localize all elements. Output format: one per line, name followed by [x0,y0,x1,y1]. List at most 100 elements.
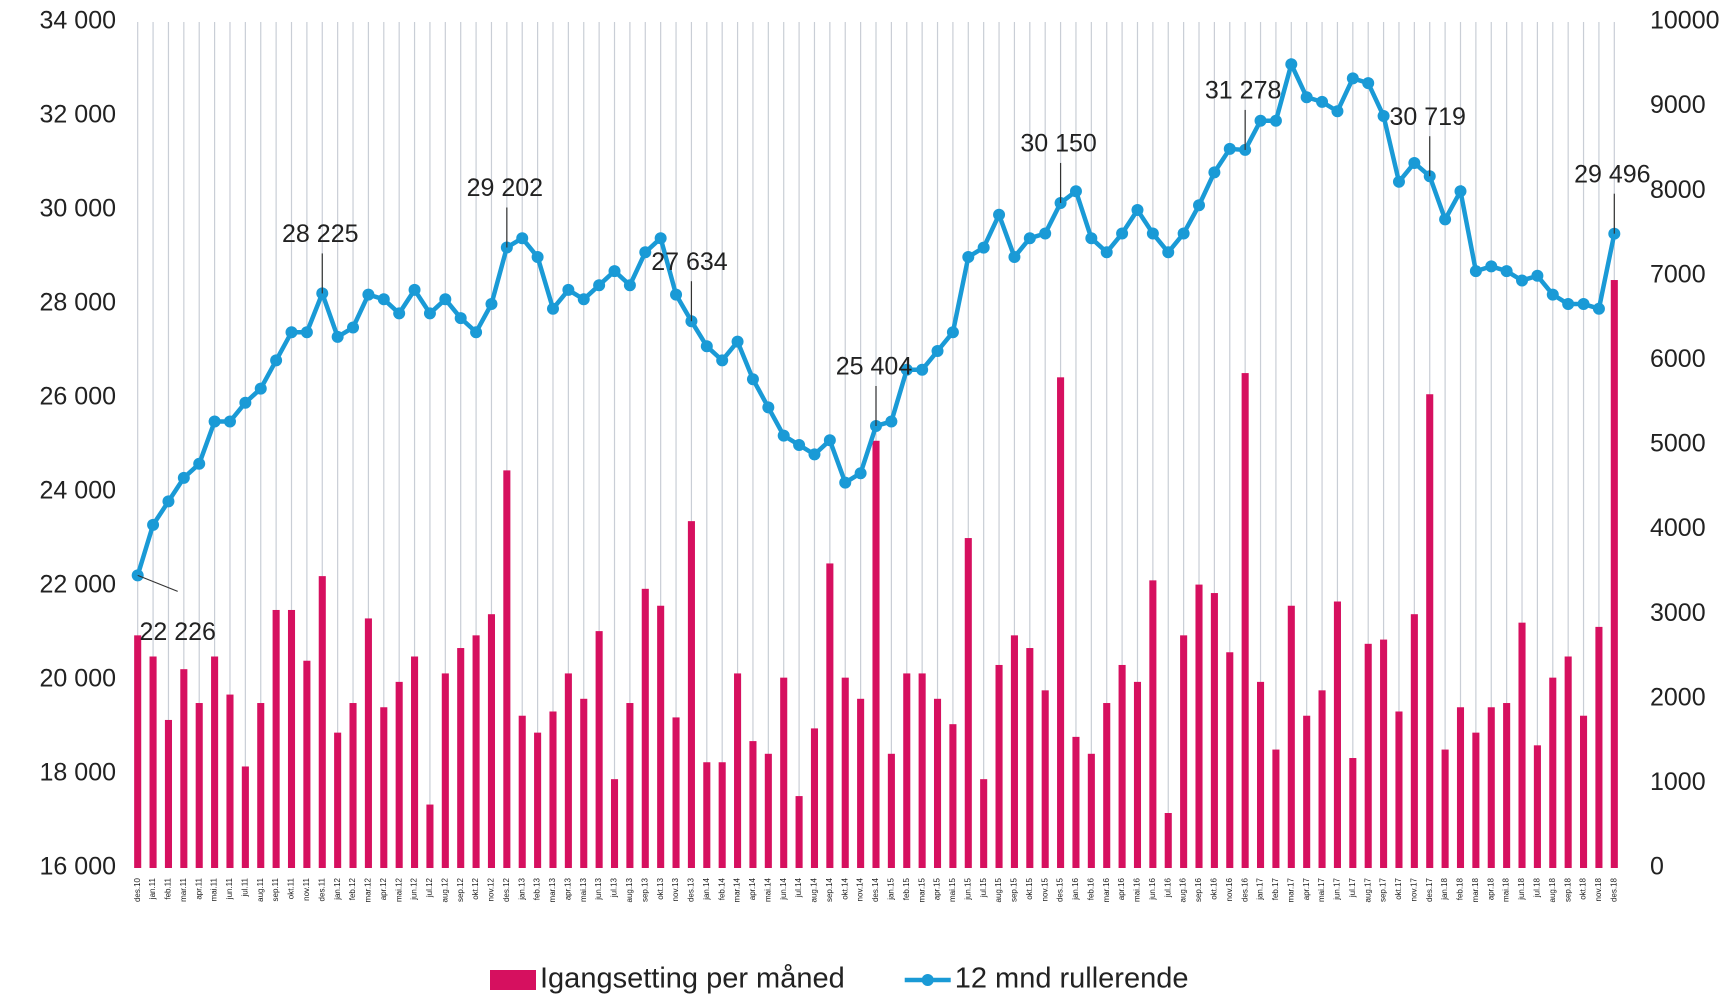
bar [964,538,972,868]
x-tick-label: mar.15 [917,877,926,902]
x-tick-label: des.14 [871,877,880,902]
bar [241,766,249,868]
x-tick-label: jan.14 [702,877,711,900]
legend-label: Igangsetting per måned [540,963,845,995]
x-tick-label: nov.14 [856,877,865,901]
x-tick-label: des.12 [502,877,511,902]
line-point [1562,298,1575,310]
x-tick-label: mai.11 [210,877,219,901]
y2-tick-label: 10000 [1650,7,1720,35]
line-point [1331,105,1344,118]
bar [1287,605,1295,868]
bar [672,717,680,868]
x-tick-label: jun.12 [410,877,419,900]
line-point [470,326,483,339]
x-tick-label: apr.17 [1302,877,1311,900]
y2-tick-label: 4000 [1650,514,1706,542]
x-tick-label: mai.17 [1317,877,1326,902]
line-point [700,340,713,353]
x-tick-label: jun.17 [1333,877,1342,900]
data-label: 30 150 [1020,130,1096,158]
line-point [485,298,498,310]
bar [1256,681,1265,868]
bar [1333,601,1341,868]
leader-line [137,574,178,592]
y2-tick-label: 5000 [1650,430,1706,458]
bar [1518,622,1526,868]
x-tick-label: des.17 [1425,877,1434,902]
x-tick-label: jan.11 [148,877,157,900]
line-point [670,288,683,301]
bar [472,635,480,868]
x-tick-label: jan.18 [1440,877,1449,900]
x-tick-label: jul.18 [1533,877,1542,898]
line-point [177,471,190,484]
x-tick-label: feb.11 [164,877,173,899]
line-point [1577,298,1590,310]
bar [149,656,157,868]
x-tick-label: mar.13 [548,877,557,902]
x-tick-label: okt.11 [287,877,296,899]
x-tick-label: mai.18 [1502,877,1511,902]
line-point [1454,185,1467,198]
x-tick-label: jun.11 [225,877,234,900]
line-point [1439,213,1452,226]
line-point [270,354,283,367]
x-tick-label: aug.15 [994,877,1003,902]
line-point [408,283,421,296]
line-point [731,335,744,348]
bar [903,673,911,868]
bar [503,470,511,868]
y-tick-label: 34 000 [40,7,116,35]
bar [1226,652,1234,868]
x-tick-label: aug.17 [1363,877,1372,902]
bar [364,618,372,868]
bar [810,728,819,868]
x-tick-label: jun.13 [594,877,603,900]
bar [734,673,742,868]
line-point [793,439,806,451]
x-tick-label: nov.11 [302,877,311,900]
line-point [162,495,175,508]
x-tick-label: okt.18 [1579,877,1588,899]
line-point [1546,288,1559,301]
data-label: 29 202 [467,174,543,202]
bar [164,719,172,868]
bar [933,698,942,868]
x-tick-label: jun.18 [1517,877,1526,900]
bar [1533,745,1541,868]
bar [1087,753,1095,868]
x-tick-label: des.10 [133,877,142,902]
line-point [885,415,898,428]
bar [1103,703,1111,868]
line-point [1039,227,1052,240]
bar [1133,681,1142,868]
line-point [639,246,652,259]
x-tick-label: feb.15 [902,877,911,900]
bar [1395,711,1403,868]
bar [226,694,234,868]
x-tick-label: mar.14 [733,877,742,902]
bar [764,753,772,868]
x-tick-label: sep.18 [1563,877,1572,902]
bar [380,707,388,868]
x-tick-label: feb.16 [1086,877,1095,900]
x-tick-label: jan.15 [886,877,895,900]
x-tick-label: jul.13 [610,877,619,898]
x-tick-label: apr.15 [933,877,942,900]
line-point [1146,227,1159,240]
bar [626,703,634,868]
x-tick-label: feb.17 [1271,877,1280,900]
bar [1426,394,1434,868]
line-point [516,232,529,245]
line-point [962,251,975,263]
line-point [239,396,252,409]
x-tick-label: mai.16 [1133,877,1142,902]
bar [1318,690,1326,868]
bar [134,635,142,868]
line-point [577,293,590,306]
line-point [1193,199,1206,212]
line-point [531,251,544,263]
line-point [1592,302,1605,315]
line-point [993,208,1006,221]
